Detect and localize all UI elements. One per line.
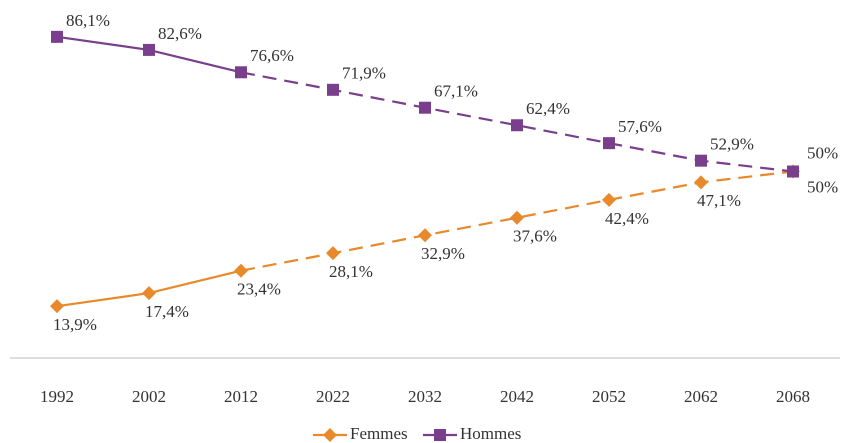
- data-label: 17,4%: [145, 302, 189, 321]
- marker: [511, 119, 523, 132]
- legend-marker: [323, 428, 337, 442]
- marker: [326, 246, 340, 261]
- marker: [603, 137, 615, 150]
- data-label: 47,1%: [697, 191, 741, 210]
- x-tick-label: 2012: [224, 387, 258, 406]
- x-tick-label: 2032: [408, 387, 442, 406]
- marker: [235, 66, 247, 79]
- data-label: 86,1%: [66, 11, 110, 30]
- data-label: 82,6%: [158, 24, 202, 43]
- x-tick-label: 2022: [316, 387, 350, 406]
- marker: [143, 43, 155, 56]
- data-label: 32,9%: [421, 244, 465, 263]
- x-tick-label: 2068: [776, 387, 810, 406]
- marker: [327, 83, 339, 96]
- marker: [418, 228, 432, 243]
- data-label: 62,4%: [526, 99, 570, 118]
- legend-marker: [434, 429, 446, 441]
- marker: [142, 286, 156, 301]
- data-label: 71,9%: [342, 64, 386, 83]
- data-label: 57,6%: [618, 117, 662, 136]
- marker: [419, 101, 431, 114]
- x-tick-label: 2052: [592, 387, 626, 406]
- data-label: 76,6%: [250, 46, 294, 65]
- legend-label: Hommes: [460, 424, 521, 443]
- marker: [602, 192, 616, 207]
- data-label: 42,4%: [605, 209, 649, 228]
- marker: [695, 154, 707, 167]
- data-label: 67,1%: [434, 82, 478, 101]
- x-tick-label: 2042: [500, 387, 534, 406]
- marker: [51, 30, 63, 43]
- legend-label: Femmes: [350, 424, 408, 443]
- marker: [50, 299, 64, 314]
- data-label: 50%: [807, 177, 838, 196]
- marker: [694, 175, 708, 190]
- marker: [234, 263, 248, 278]
- data-label: 13,9%: [53, 315, 97, 334]
- marker: [510, 210, 524, 225]
- data-label: 28,1%: [329, 262, 373, 281]
- data-label: 23,4%: [237, 280, 281, 299]
- marker: [787, 165, 799, 178]
- x-tick-label: 2002: [132, 387, 166, 406]
- data-label: 50%: [807, 143, 838, 162]
- x-tick-label: 1992: [40, 387, 74, 406]
- data-label: 52,9%: [710, 135, 754, 154]
- data-label: 37,6%: [513, 227, 557, 246]
- x-tick-label: 2062: [684, 387, 718, 406]
